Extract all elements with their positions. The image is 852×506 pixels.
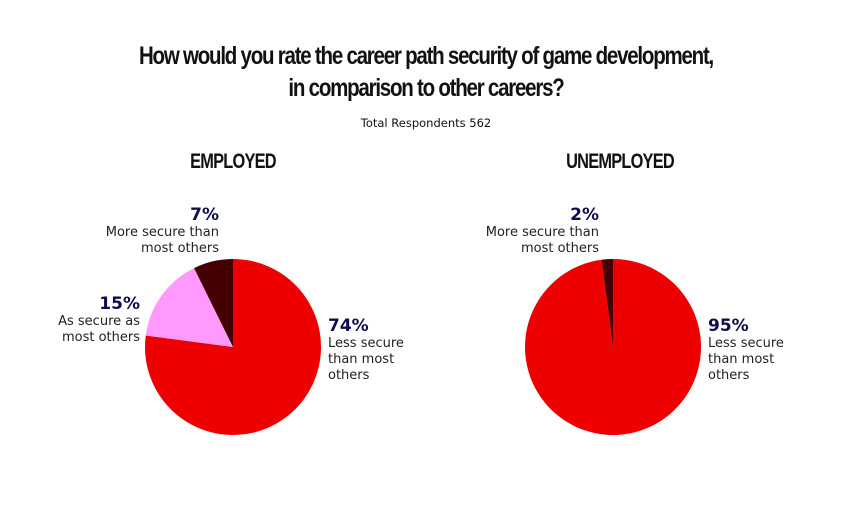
label-unemployed-less: 95% Less secure than most others [708, 316, 788, 384]
pie-title-unemployed: UNEMPLOYED [566, 150, 675, 173]
label-employed-less: 74% Less secure than most others [328, 316, 408, 384]
pie-slice-1-1 [601, 259, 613, 347]
pct: 2% [570, 205, 599, 225]
pct: 15% [99, 294, 140, 314]
title-line-2: in comparison to other careers? [288, 74, 564, 102]
label-employed-as: 15% As secure as most others [40, 294, 140, 346]
pct: 95% [708, 316, 749, 336]
pie-slice-0-0 [145, 259, 321, 436]
label-text: As secure as most others [58, 314, 140, 345]
pct: 74% [328, 316, 369, 336]
label-text: More secure than most others [105, 225, 219, 256]
label-text: Less secure than most others [708, 336, 784, 383]
pie-title-employed: EMPLOYED [190, 150, 276, 173]
pie-slice-1-0 [524, 259, 701, 435]
label-employed-more: 7% More secure than most others [95, 205, 219, 257]
pct: 7% [190, 205, 219, 225]
chart-title: How would you rate the career path secur… [77, 40, 776, 104]
label-text: Less secure than most others [328, 336, 404, 383]
label-unemployed-more: 2% More secure than most others [475, 205, 599, 257]
label-text: More secure than most others [485, 225, 599, 256]
title-line-1: How would you rate the career path secur… [138, 42, 714, 70]
pie-slice-0-2 [194, 259, 233, 347]
chart-subtitle: Total Respondents 562 [360, 116, 492, 130]
pie-slice-0-1 [145, 268, 233, 347]
